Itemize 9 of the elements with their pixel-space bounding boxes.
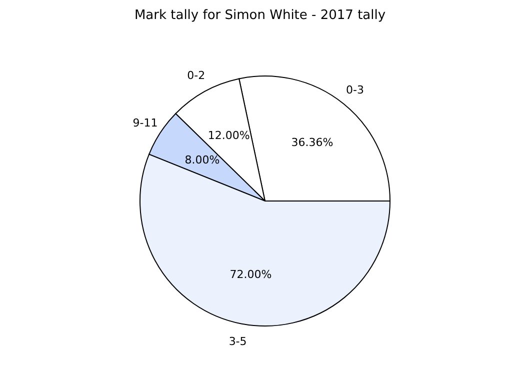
data-label: 12.00% xyxy=(208,128,250,142)
data-label: 8.00% xyxy=(184,153,220,166)
slice-label: 9-11 xyxy=(132,116,158,130)
data-label: 36.36% xyxy=(291,136,334,150)
slice-label: 3-5 xyxy=(228,334,247,348)
slice-label: 0-2 xyxy=(187,69,206,82)
data-label: 72.00% xyxy=(230,268,272,282)
slice-label: 0-3 xyxy=(346,83,364,96)
chart-title: Mark tally for Simon White - 2017 tally xyxy=(133,8,387,25)
